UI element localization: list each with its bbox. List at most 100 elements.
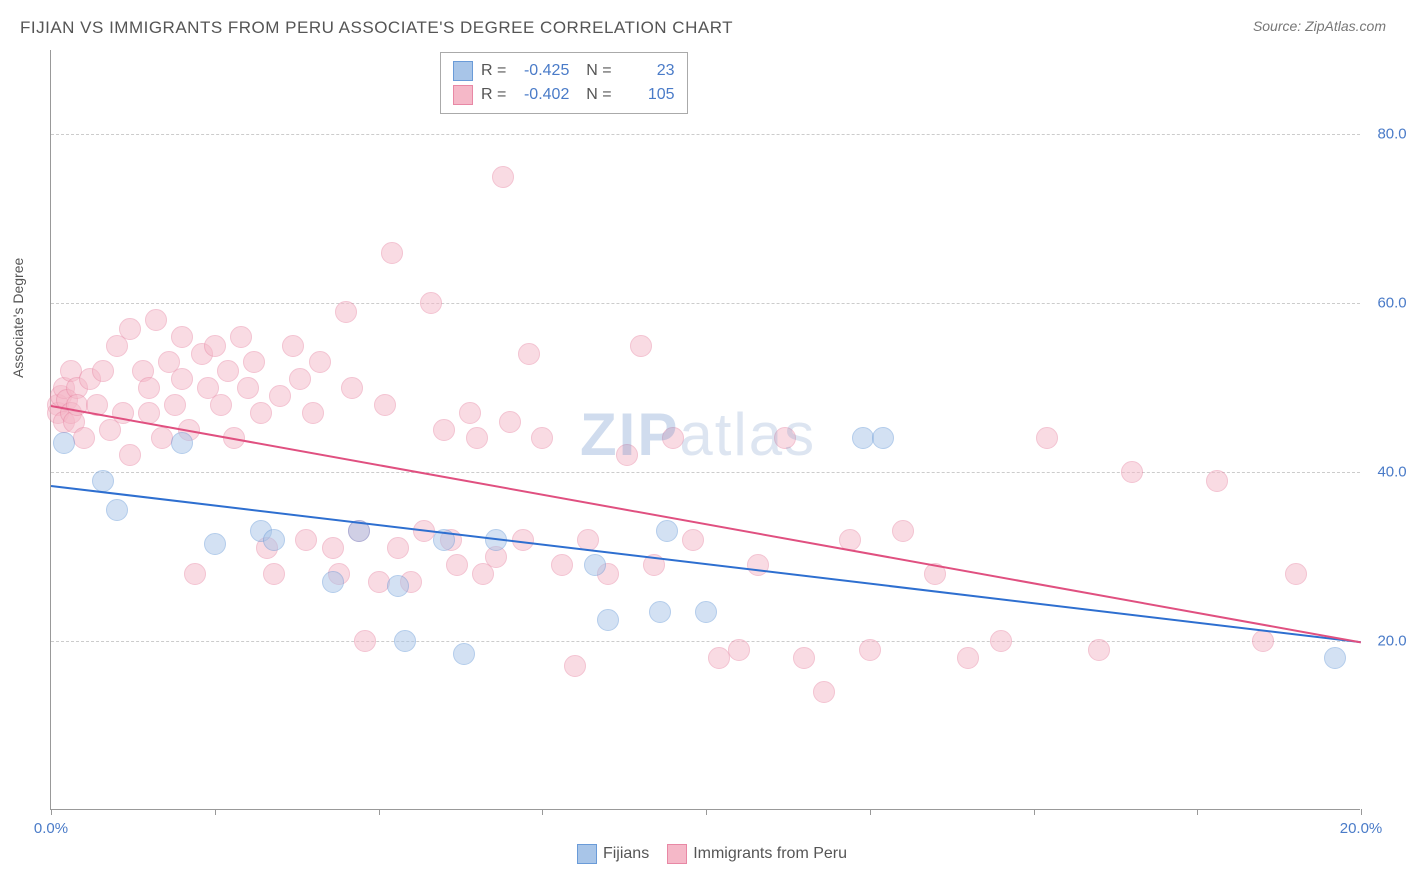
correlation-stats-box: R = -0.425 N = 23R = -0.402 N = 105 [440,52,688,114]
r-value: -0.402 [514,86,569,104]
data-point [53,432,75,454]
r-value: -0.425 [514,62,569,80]
legend-label: Fijians [603,845,649,862]
data-point [892,520,914,542]
legend-swatch [453,61,473,81]
data-point [662,427,684,449]
stats-row: R =-0.402 N =105 [453,83,675,107]
data-point [73,427,95,449]
data-point [793,647,815,669]
y-tick-label: 20.0% [1377,633,1406,650]
data-point [230,326,252,348]
y-tick-label: 40.0% [1377,464,1406,481]
data-point [302,402,324,424]
x-tick [706,809,707,815]
data-point [433,419,455,441]
data-point [695,601,717,623]
data-point [872,427,894,449]
data-point [990,630,1012,652]
data-point [92,470,114,492]
gridline [51,641,1360,642]
data-point [381,242,403,264]
data-point [368,571,390,593]
data-point [682,529,704,551]
x-tick-label: 0.0% [34,820,68,837]
y-axis-title: Associate's Degree [10,258,26,378]
y-tick-label: 80.0% [1377,126,1406,143]
data-point [295,529,317,551]
n-label: N = [577,62,611,80]
data-point [282,335,304,357]
data-point [518,343,540,365]
data-point [1121,461,1143,483]
data-point [92,360,114,382]
data-point [374,394,396,416]
n-value: 105 [620,86,675,104]
data-point [171,432,193,454]
data-point [354,630,376,652]
data-point [656,520,678,542]
x-tick [542,809,543,815]
data-point [551,554,573,576]
gridline [51,303,1360,304]
data-point [1036,427,1058,449]
series-legend: FijiansImmigrants from Peru [0,844,1406,864]
data-point [269,385,291,407]
data-point [263,529,285,551]
data-point [774,427,796,449]
x-tick [1361,809,1362,815]
data-point [1088,639,1110,661]
data-point [171,368,193,390]
data-point [341,377,363,399]
data-point [1252,630,1274,652]
data-point [564,655,586,677]
data-point [119,444,141,466]
gridline [51,472,1360,473]
data-point [1324,647,1346,669]
stats-row: R = -0.425 N = 23 [453,59,675,83]
data-point [420,292,442,314]
data-point [106,499,128,521]
data-point [119,318,141,340]
data-point [597,609,619,631]
data-point [145,309,167,331]
data-point [492,166,514,188]
data-point [387,537,409,559]
data-point [322,537,344,559]
data-point [138,377,160,399]
x-tick [215,809,216,815]
data-point [210,394,232,416]
r-label: R = [481,62,506,80]
data-point [184,563,206,585]
data-point [584,554,606,576]
data-point [289,368,311,390]
data-point [616,444,638,466]
legend-swatch [667,844,687,864]
data-point [459,402,481,424]
data-point [217,360,239,382]
data-point [309,351,331,373]
data-point [531,427,553,449]
y-tick-label: 60.0% [1377,295,1406,312]
n-label: N = [577,86,611,104]
plot-area: 20.0%40.0%60.0%80.0%0.0%20.0% [50,50,1360,810]
x-tick [1197,809,1198,815]
data-point [630,335,652,357]
data-point [1206,470,1228,492]
gridline [51,134,1360,135]
x-tick [51,809,52,815]
n-value: 23 [620,62,675,80]
data-point [728,639,750,661]
data-point [387,575,409,597]
data-point [813,681,835,703]
data-point [243,351,265,373]
data-point [171,326,193,348]
data-point [335,301,357,323]
data-point [394,630,416,652]
x-tick [379,809,380,815]
data-point [649,601,671,623]
data-point [1285,563,1307,585]
legend-swatch [577,844,597,864]
data-point [204,335,226,357]
chart-title: FIJIAN VS IMMIGRANTS FROM PERU ASSOCIATE… [20,18,733,38]
